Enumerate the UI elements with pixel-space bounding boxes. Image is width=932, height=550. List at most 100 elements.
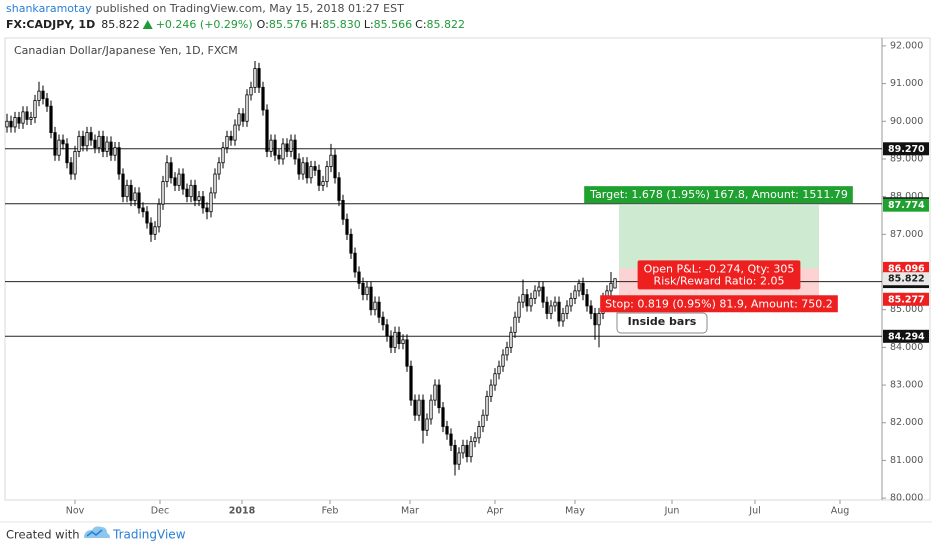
logo-line xyxy=(86,529,103,537)
candle-body xyxy=(53,132,57,156)
candle-body xyxy=(45,98,49,107)
candle-body xyxy=(265,109,269,152)
ohlc-label: C: xyxy=(415,18,426,31)
candle-body xyxy=(21,111,25,124)
candle-body xyxy=(317,169,321,186)
candle-body xyxy=(381,316,385,326)
x-tick-label: 2018 xyxy=(229,506,256,517)
y-tick-label: 85.000 xyxy=(890,304,923,315)
candle-body xyxy=(377,301,381,318)
candle-body xyxy=(201,196,205,209)
ohlc-value: 85.566 xyxy=(374,18,413,31)
candle-body xyxy=(105,141,109,152)
candle-body xyxy=(133,192,137,201)
candle-body xyxy=(401,339,405,345)
logo-cloud xyxy=(84,526,110,538)
candle-body xyxy=(197,196,201,201)
candle-body xyxy=(513,316,517,333)
candle-body xyxy=(437,384,441,409)
x-tick-label: May xyxy=(565,506,585,517)
candle-body xyxy=(177,173,181,186)
author: shankaramotay xyxy=(6,2,92,15)
candle-body xyxy=(125,184,129,198)
candle-body xyxy=(385,324,389,337)
candle-body xyxy=(209,192,213,213)
candle-body xyxy=(145,211,149,224)
candle-body xyxy=(349,233,353,254)
published-text: published on TradingView.com, May 15, 20… xyxy=(96,2,404,15)
target-label-box xyxy=(584,186,853,204)
candle-body xyxy=(217,162,221,175)
candle-body xyxy=(253,68,257,88)
candle-body xyxy=(41,90,45,100)
candle-body xyxy=(573,290,577,299)
candle-body xyxy=(517,301,521,318)
candle-body xyxy=(321,181,325,186)
candle-body xyxy=(157,203,161,228)
candle-body xyxy=(553,301,557,307)
candle-body xyxy=(577,282,581,292)
x-tick-label: Feb xyxy=(322,506,339,517)
hline-price-label-box xyxy=(883,142,929,156)
candle-body xyxy=(489,384,493,397)
candle-body xyxy=(285,143,289,152)
header-line-1: shankaramotay published on TradingView.co… xyxy=(6,2,404,15)
chart-title: Canadian Dollar/Japanese Yen, 1D, FXCM xyxy=(14,44,238,57)
candle-body xyxy=(65,143,69,164)
candle-body xyxy=(441,407,445,427)
price-change: +0.246 (+0.29%) xyxy=(156,18,253,31)
header-line-2: FX:CADJPY, 1D 85.822 +0.246 (+0.29%) O:85.5… xyxy=(6,18,465,31)
candle-body xyxy=(17,117,21,124)
candle-body xyxy=(533,290,537,299)
candle-body xyxy=(585,294,589,307)
candle-body xyxy=(237,113,241,126)
candle-body xyxy=(229,135,233,141)
entry-price-label: 86.096 xyxy=(888,263,925,274)
candle-body xyxy=(465,444,469,458)
annotation-box xyxy=(616,312,708,334)
candle-body xyxy=(221,147,225,164)
candle-body xyxy=(141,207,145,213)
candle-body xyxy=(589,305,593,314)
candle-body xyxy=(581,282,585,296)
last-price-label-box xyxy=(883,272,929,286)
y-tick-label: 87.000 xyxy=(890,229,923,240)
ohlc-label: O: xyxy=(257,18,269,31)
candle-body xyxy=(497,365,501,375)
y-tick-label: 89.000 xyxy=(890,153,923,164)
candle-body xyxy=(461,444,465,454)
candle-body xyxy=(33,100,37,118)
x-tick-label: Nov xyxy=(66,506,85,517)
candle-body xyxy=(325,166,329,182)
candle-body xyxy=(417,399,421,416)
pnl-text: Open P&L: -0.274, Qty: 305 xyxy=(644,262,795,275)
candle-body xyxy=(389,335,393,348)
candle-body xyxy=(613,278,617,289)
candle-body xyxy=(333,154,337,179)
candle-body xyxy=(13,117,17,128)
pnl-box xyxy=(637,260,801,290)
candle-body xyxy=(233,124,237,141)
x-tick-label: Jul xyxy=(748,506,760,517)
y-tick-label: 83.000 xyxy=(890,380,923,391)
candle-body xyxy=(169,162,173,179)
ohlc-value: 85.576 xyxy=(269,18,308,31)
x-tick-label: Apr xyxy=(487,506,504,517)
candle-body xyxy=(361,282,365,296)
candle-body xyxy=(309,166,313,179)
candle-body xyxy=(89,132,93,141)
candle-body xyxy=(549,305,553,314)
candle-body xyxy=(261,86,265,111)
candle-body xyxy=(69,162,73,175)
hline-price-label-box xyxy=(883,329,929,343)
candle-body xyxy=(213,173,217,194)
plot-area xyxy=(5,60,882,476)
footer-created: Created with xyxy=(6,528,80,542)
candle-body xyxy=(337,177,341,201)
candle-body xyxy=(29,117,33,120)
candle-body xyxy=(345,218,349,235)
y-tick-label: 84.000 xyxy=(890,342,923,353)
candle-body xyxy=(405,339,409,367)
candle-body xyxy=(113,147,117,156)
